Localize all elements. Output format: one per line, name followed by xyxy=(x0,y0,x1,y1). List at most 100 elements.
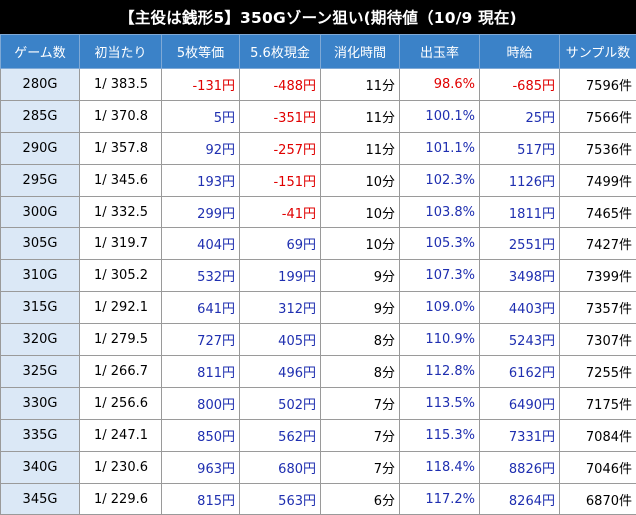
cell-payout-rate: 98.6% xyxy=(400,69,480,101)
cell-game-count: 285G xyxy=(1,100,80,132)
cell-5-equal: -131円 xyxy=(162,69,240,101)
cell-hourly: 6162円 xyxy=(480,356,560,388)
cell-5-equal: 532円 xyxy=(162,260,240,292)
cell-5-6-cash: 405円 xyxy=(240,324,321,356)
cell-5-6-cash: 312円 xyxy=(240,292,321,324)
cell-hourly: 1126円 xyxy=(480,164,560,196)
cell-payout-rate: 109.0% xyxy=(400,292,480,324)
cell-time: 9分 xyxy=(321,260,400,292)
cell-5-6-cash: -41円 xyxy=(240,196,321,228)
cell-payout-rate: 113.5% xyxy=(400,387,480,419)
cell-5-equal: 800円 xyxy=(162,387,240,419)
cell-5-6-cash: 69円 xyxy=(240,228,321,260)
cell-hourly: 517円 xyxy=(480,132,560,164)
cell-first-hit: 1/ 229.6 xyxy=(80,483,162,515)
cell-samples: 7255件 xyxy=(560,356,636,388)
cell-game-count: 320G xyxy=(1,324,80,356)
cell-samples: 7596件 xyxy=(560,69,636,101)
cell-game-count: 345G xyxy=(1,483,80,515)
cell-payout-rate: 100.1% xyxy=(400,100,480,132)
cell-5-equal: 299円 xyxy=(162,196,240,228)
cell-time: 7分 xyxy=(321,419,400,451)
cell-time: 10分 xyxy=(321,164,400,196)
cell-samples: 7465件 xyxy=(560,196,636,228)
cell-time: 8分 xyxy=(321,356,400,388)
cell-payout-rate: 117.2% xyxy=(400,483,480,515)
cell-time: 7分 xyxy=(321,451,400,483)
cell-game-count: 325G xyxy=(1,356,80,388)
cell-5-6-cash: -257円 xyxy=(240,132,321,164)
cell-hourly: -685円 xyxy=(480,69,560,101)
page-title-text: 【主役は銭形5】350Gゾーン狙い(期待値（10/9 現在) xyxy=(119,6,517,28)
cell-5-equal: 963円 xyxy=(162,451,240,483)
cell-game-count: 295G xyxy=(1,164,80,196)
cell-payout-rate: 102.3% xyxy=(400,164,480,196)
cell-samples: 7307件 xyxy=(560,324,636,356)
header-row: ゲーム数 初当たり 5枚等価 5.6枚現金 消化時間 出玉率 時給 サンプル数 xyxy=(1,35,636,69)
header-game-count: ゲーム数 xyxy=(1,35,80,69)
cell-time: 9分 xyxy=(321,292,400,324)
expected-value-table: ゲーム数 初当たり 5枚等価 5.6枚現金 消化時間 出玉率 時給 サンプル数 … xyxy=(0,34,636,515)
cell-payout-rate: 103.8% xyxy=(400,196,480,228)
cell-game-count: 305G xyxy=(1,228,80,260)
header-5-6-cash: 5.6枚現金 xyxy=(240,35,321,69)
cell-first-hit: 1/ 256.6 xyxy=(80,387,162,419)
cell-hourly: 7331円 xyxy=(480,419,560,451)
cell-samples: 7566件 xyxy=(560,100,636,132)
cell-5-equal: 727円 xyxy=(162,324,240,356)
cell-game-count: 310G xyxy=(1,260,80,292)
cell-first-hit: 1/ 266.7 xyxy=(80,356,162,388)
cell-5-6-cash: 199円 xyxy=(240,260,321,292)
cell-5-equal: 404円 xyxy=(162,228,240,260)
cell-5-6-cash: -151円 xyxy=(240,164,321,196)
cell-5-6-cash: 563円 xyxy=(240,483,321,515)
table-header: ゲーム数 初当たり 5枚等価 5.6枚現金 消化時間 出玉率 時給 サンプル数 xyxy=(1,35,636,69)
cell-samples: 7175件 xyxy=(560,387,636,419)
cell-samples: 7046件 xyxy=(560,451,636,483)
cell-first-hit: 1/ 332.5 xyxy=(80,196,162,228)
cell-5-equal: 641円 xyxy=(162,292,240,324)
cell-hourly: 25円 xyxy=(480,100,560,132)
cell-5-equal: 193円 xyxy=(162,164,240,196)
cell-5-equal: 92円 xyxy=(162,132,240,164)
cell-game-count: 290G xyxy=(1,132,80,164)
cell-hourly: 6490円 xyxy=(480,387,560,419)
cell-first-hit: 1/ 230.6 xyxy=(80,451,162,483)
cell-hourly: 4403円 xyxy=(480,292,560,324)
cell-first-hit: 1/ 357.8 xyxy=(80,132,162,164)
cell-5-6-cash: 562円 xyxy=(240,419,321,451)
cell-time: 7分 xyxy=(321,387,400,419)
header-first-hit: 初当たり xyxy=(80,35,162,69)
cell-first-hit: 1/ 292.1 xyxy=(80,292,162,324)
cell-hourly: 5243円 xyxy=(480,324,560,356)
header-payout-rate: 出玉率 xyxy=(400,35,480,69)
cell-samples: 6870件 xyxy=(560,483,636,515)
cell-5-equal: 811円 xyxy=(162,356,240,388)
cell-time: 6分 xyxy=(321,483,400,515)
cell-hourly: 1811円 xyxy=(480,196,560,228)
cell-hourly: 3498円 xyxy=(480,260,560,292)
cell-time: 11分 xyxy=(321,132,400,164)
cell-payout-rate: 101.1% xyxy=(400,132,480,164)
cell-first-hit: 1/ 383.5 xyxy=(80,69,162,101)
cell-hourly: 8264円 xyxy=(480,483,560,515)
cell-time: 10分 xyxy=(321,196,400,228)
cell-game-count: 315G xyxy=(1,292,80,324)
cell-payout-rate: 112.8% xyxy=(400,356,480,388)
cell-first-hit: 1/ 370.8 xyxy=(80,100,162,132)
cell-game-count: 280G xyxy=(1,69,80,101)
cell-5-6-cash: 502円 xyxy=(240,387,321,419)
cell-samples: 7084件 xyxy=(560,419,636,451)
cell-game-count: 340G xyxy=(1,451,80,483)
cell-first-hit: 1/ 319.7 xyxy=(80,228,162,260)
